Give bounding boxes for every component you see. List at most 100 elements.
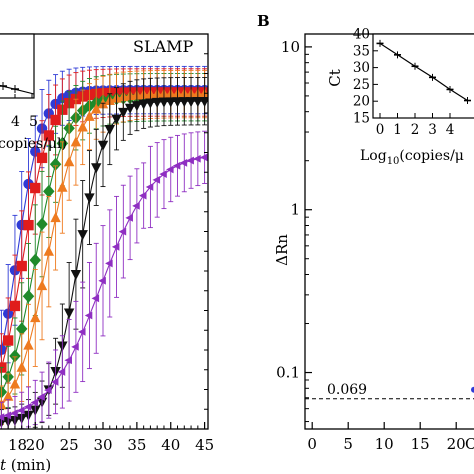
panel-a-data-marker <box>125 213 133 222</box>
panel-a-inset: 4 5 copies/μl) <box>0 33 67 152</box>
panel-a-data-marker <box>124 103 136 114</box>
panel-a-data-marker <box>132 201 140 210</box>
panel-a: 20 25 30 35 40 45 18 SLAMP t (min) 4 5 copies… <box>0 33 214 474</box>
panel-a-data-marker <box>172 97 183 108</box>
panel-a-data-marker <box>30 311 41 323</box>
panel-b-inset-fit-line <box>379 42 468 102</box>
panel-a-data-marker <box>151 97 163 109</box>
panel-a-data-marker <box>70 136 82 147</box>
panel-b-x-tick-label: 5 <box>343 435 353 453</box>
panel-a-data-marker <box>159 170 167 179</box>
panel-a-data-marker <box>23 339 34 350</box>
panel-a-data-marker <box>16 361 27 372</box>
panel-a-data-marker <box>43 245 55 256</box>
panel-a-data-marker <box>50 211 61 223</box>
panel-a-data-marker <box>70 270 82 281</box>
panel-a-data-marker <box>111 114 122 125</box>
panel-a-data-marker <box>9 378 21 389</box>
panel-b-threshold-label: 0.069 <box>327 382 367 398</box>
panel-a-inset-x-label: copies/μl) <box>0 136 67 152</box>
panel-a-data-marker <box>131 101 143 112</box>
panel-a-data-marker <box>77 121 88 132</box>
panel-a-data-marker <box>2 390 14 401</box>
panel-a-data-marker <box>199 88 208 99</box>
panel-b-inset-x-tick-label: 3 <box>428 122 437 138</box>
panel-a-data-marker <box>118 107 129 119</box>
panel-a-x-tick-label: 20 <box>26 436 45 454</box>
panel-a-x-tick-label: 30 <box>93 436 112 454</box>
panel-a-inset-tick-label: 4 <box>11 114 20 130</box>
panel-a-data-marker <box>43 184 55 198</box>
panel-a-x-axis: 20 25 30 35 40 45 <box>7 53 214 454</box>
panel-a-x-tick-label: 35 <box>127 436 146 454</box>
panel-a-data-marker <box>9 300 21 312</box>
panel-a-data-marker <box>9 349 21 363</box>
panel-a-data-marker <box>17 406 25 415</box>
panel-b-x-tick-label: 0 <box>307 435 317 453</box>
panel-a-data-marker <box>36 279 48 291</box>
panel-b-curve-point <box>471 386 474 393</box>
panel-a-data-marker <box>2 335 14 346</box>
panel-a-data-marker <box>152 175 161 184</box>
panel-b-inset-y-tick-label: 30 <box>353 60 370 76</box>
panel-a-data-marker <box>77 230 88 241</box>
panel-b-inset-x-tick-label: 2 <box>411 122 420 138</box>
panel-b-inset-y-tick-label: 15 <box>353 111 370 127</box>
panel-b-x-tick-label: 20 <box>447 435 466 453</box>
panel-a-data-marker <box>57 368 66 376</box>
panel-a-data-marker <box>84 311 93 320</box>
panel-a-x-tick-label: 40 <box>161 436 180 454</box>
panel-a-data-marker <box>30 398 39 407</box>
panel-a-data-marker <box>36 217 48 231</box>
panel-b-threshold <box>305 386 474 400</box>
panel-a-annotation: SLAMP <box>133 37 194 56</box>
panel-a-data-marker <box>158 97 170 108</box>
panel-a-data-marker <box>29 253 41 267</box>
panel-a-data-marker <box>138 191 147 200</box>
panel-a-data-marker <box>71 342 79 351</box>
panel-a-data-marker <box>10 409 18 418</box>
panel-a-data-marker <box>104 125 115 136</box>
panel-a-x-axis-label: t (min) <box>0 456 51 474</box>
panel-b-inset-y-tick-label: 40 <box>353 27 370 43</box>
panel-a-data-marker <box>145 183 154 191</box>
panel-a-data-marker <box>63 156 75 167</box>
panel-a-x-axis-variable: t <box>0 456 7 474</box>
panel-b-x-partial-label: C <box>465 435 474 453</box>
panel-a-data-marker <box>91 103 102 114</box>
panel-a-series-group <box>0 65 208 429</box>
panel-a-data-marker <box>179 158 188 167</box>
panel-a-data-marker <box>199 97 208 108</box>
panel-a-data-marker <box>199 153 208 162</box>
panel-b-inset-y-label: Ct <box>326 69 344 87</box>
panel-a-series <box>0 77 208 429</box>
panel-b-inset-y-tick-label: 20 <box>353 94 370 110</box>
panel-a-data-marker <box>57 181 68 192</box>
panel-a-data-marker <box>97 140 109 151</box>
panel-a-data-marker <box>186 156 194 165</box>
panel-a-data-marker <box>3 411 12 420</box>
panel-b-y-tick-label: 1 <box>290 201 300 219</box>
panel-a-data-marker <box>43 130 55 141</box>
panel-b-x-tick-label: 15 <box>411 435 430 453</box>
panel-a-data-marker <box>0 413 5 422</box>
panel-a-data-marker <box>30 182 41 194</box>
panel-a-data-marker <box>50 114 61 126</box>
panel-a-inset-tick-label: 5 <box>29 114 38 130</box>
panel-b-inset-x-label: Log10(copies/μ <box>360 148 464 167</box>
panel-a-data-marker <box>98 276 106 285</box>
panel-a-data-marker <box>138 99 149 110</box>
panel-a-x-tick-label: 45 <box>195 436 214 454</box>
panel-a-data-marker <box>15 322 28 336</box>
panel-a-data-marker <box>63 308 75 319</box>
panel-b-inset-x-label-prefix: Log <box>360 148 387 164</box>
panel-b-inset-frame <box>372 33 474 119</box>
panel-b-y-tick-label: 0.1 <box>276 364 300 382</box>
panel-b-label: B <box>257 12 270 30</box>
panel-a-data-marker <box>185 97 197 108</box>
panel-a-data-marker <box>165 97 176 108</box>
panel-a-data-marker <box>22 289 35 303</box>
